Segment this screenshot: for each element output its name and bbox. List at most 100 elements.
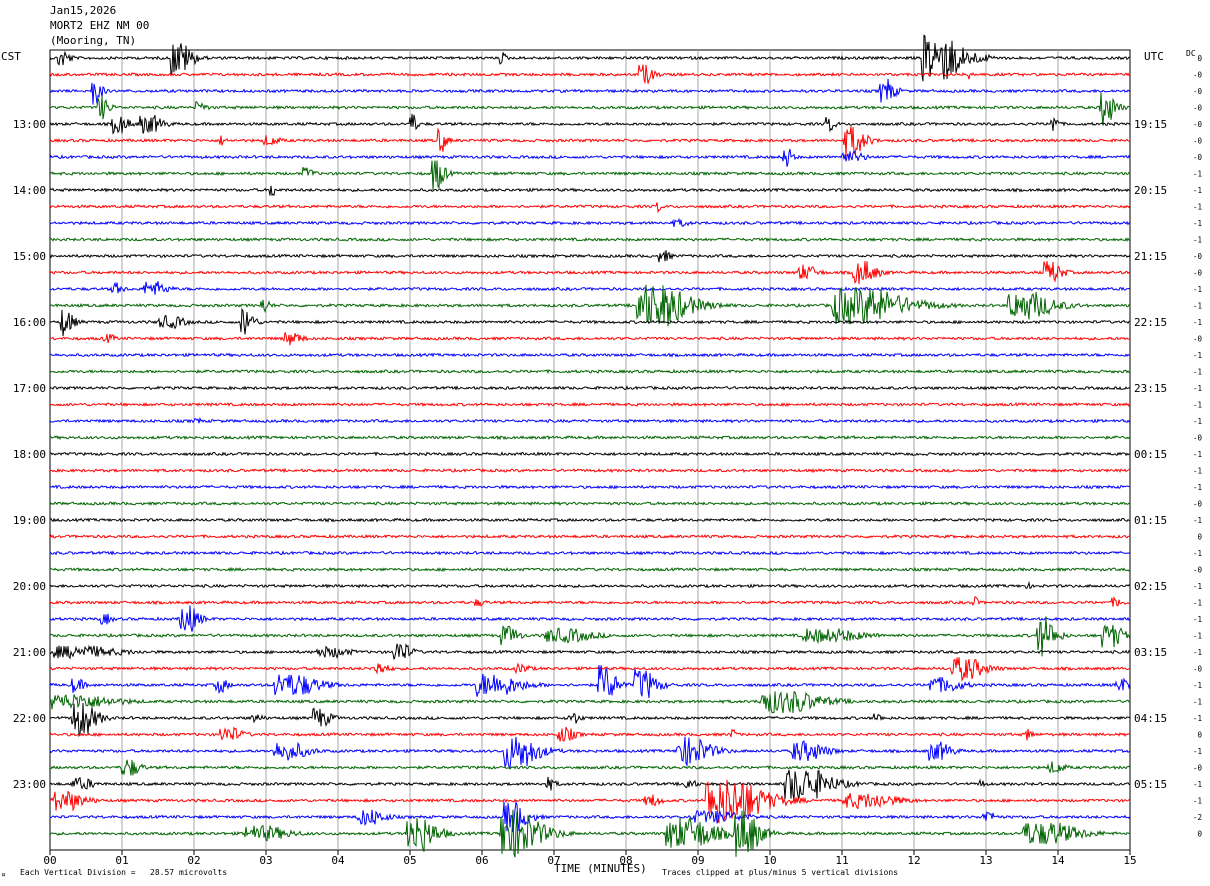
trace-row (49, 657, 1131, 682)
cst-hour-label: 15:00 (13, 250, 46, 263)
trace-row (49, 566, 1131, 573)
dc-label: DC (1186, 49, 1196, 58)
trace-row (49, 500, 1131, 507)
x-tick-label: 11 (835, 854, 848, 867)
trace-row (49, 416, 1131, 424)
trace-row (49, 126, 1131, 157)
x-tick-label: 00 (43, 854, 56, 867)
utc-hour-label: 22:15 (1134, 316, 1167, 329)
trace-row (49, 800, 1131, 833)
dc-offset-value: -0 (1193, 434, 1203, 443)
dc-offset-value: -1 (1193, 368, 1202, 377)
trace-row (49, 113, 1131, 135)
utc-hour-label: 21:15 (1134, 250, 1167, 263)
trace-row (49, 451, 1131, 457)
x-tick-label: 01 (115, 854, 128, 867)
trace-row (49, 779, 1131, 824)
dc-offset-value: -0 (1193, 269, 1203, 278)
dc-offset-value: -0 (1193, 566, 1203, 575)
x-tick-label: 04 (331, 854, 345, 867)
dc-offset-value: -1 (1193, 714, 1202, 723)
dc-offset-value: -0 (1193, 252, 1203, 261)
trace-row (49, 307, 1131, 337)
dc-offset-value: 0 (1197, 731, 1202, 740)
x-tick-label: 06 (475, 854, 488, 867)
dc-offset-value: -0 (1193, 153, 1203, 162)
x-tick-label: 13 (979, 854, 992, 867)
dc-offset-value: -1 (1193, 351, 1202, 360)
left-timezone-label: CST (1, 50, 21, 63)
dc-offset-value: -1 (1193, 681, 1202, 690)
logo-mark: ¤ (1, 870, 6, 879)
trace-row (49, 517, 1131, 523)
trace-row (49, 385, 1131, 391)
x-tick-label: 12 (907, 854, 920, 867)
dc-offset-value: 0 (1197, 830, 1202, 839)
trace-row (49, 759, 1131, 776)
x-axis-label: TIME (MINUTES) (554, 862, 647, 875)
dc-offset-value: -1 (1193, 582, 1202, 591)
x-tick-label: 14 (1051, 854, 1065, 867)
dc-offset-value: -1 (1193, 632, 1202, 641)
trace-row (49, 64, 1131, 84)
dc-offset-value: -1 (1193, 483, 1202, 492)
dc-offset-value: 0 (1197, 54, 1202, 63)
cst-hour-label: 14:00 (13, 184, 46, 197)
dc-offset-value: -1 (1193, 615, 1202, 624)
dc-offset-value: -1 (1193, 450, 1202, 459)
dc-offset-value: -0 (1193, 764, 1203, 773)
x-tick-label: 15 (1123, 854, 1136, 867)
trace-row (50, 616, 1131, 657)
trace-row (49, 217, 1131, 227)
clip-note: Traces clipped at plus/minus 5 vertical … (662, 868, 899, 877)
trace-row (49, 434, 1131, 441)
dc-offset-value: -1 (1193, 747, 1202, 756)
utc-hour-label: 01:15 (1134, 514, 1167, 527)
trace-row (49, 401, 1131, 408)
dc-offset-value: -0 (1193, 87, 1203, 96)
trace-row (49, 726, 1131, 742)
dc-offset-value: -0 (1193, 665, 1203, 674)
x-tick-label: 10 (763, 854, 776, 867)
trace-row (49, 202, 1131, 214)
trace-row (49, 605, 1131, 632)
trace-row (49, 92, 1130, 126)
cst-hour-label: 13:00 (13, 118, 46, 131)
dc-offset-value: -1 (1193, 516, 1202, 525)
x-tick-label: 09 (691, 854, 704, 867)
trace-row (49, 467, 1131, 474)
trace-row (50, 352, 1131, 358)
dc-offset-value: -1 (1193, 170, 1202, 179)
dc-offset-value: -0 (1193, 120, 1203, 129)
dc-offset-value: -1 (1193, 384, 1202, 393)
utc-hour-label: 20:15 (1134, 184, 1167, 197)
cst-hour-label: 16:00 (13, 316, 46, 329)
trace-row (49, 34, 1131, 82)
dc-offset-value: -1 (1193, 417, 1202, 426)
trace-row (49, 148, 1131, 167)
trace-row (50, 332, 1131, 346)
trace-row (49, 769, 1131, 801)
dc-offset-value: -0 (1193, 104, 1203, 113)
dc-offset-value: -1 (1193, 285, 1202, 294)
dc-offset-value: -1 (1193, 401, 1202, 410)
trace-row (49, 702, 1131, 738)
trace-row (49, 736, 1131, 769)
dc-offset-value: -1 (1193, 599, 1202, 608)
x-tick-label: 02 (187, 854, 200, 867)
dc-offset-value: -1 (1193, 219, 1202, 228)
x-tick-label: 07 (547, 854, 560, 867)
trace-row (49, 550, 1131, 556)
cst-hour-label: 17:00 (13, 382, 46, 395)
dc-offset-value: -0 (1193, 335, 1203, 344)
dc-offset-value: -1 (1193, 203, 1202, 212)
trace-row (49, 260, 1131, 285)
trace-row (49, 691, 1131, 714)
dc-offset-value: -1 (1193, 186, 1202, 195)
trace-row (49, 664, 1131, 699)
trace-row (49, 284, 1131, 327)
trace-row (49, 484, 1131, 490)
dc-offset-value: 0 (1197, 533, 1202, 542)
trace-row (49, 368, 1131, 375)
trace-row (49, 236, 1131, 243)
